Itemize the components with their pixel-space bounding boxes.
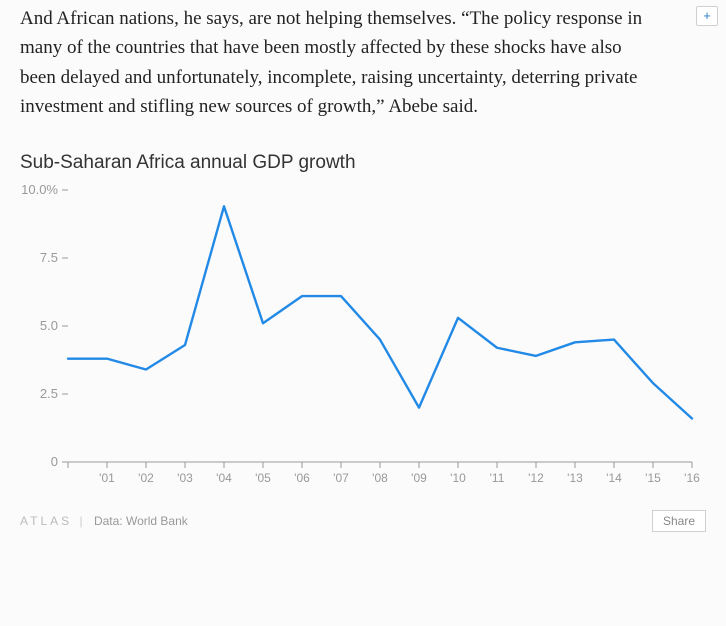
x-tick-label: '12 (528, 471, 544, 485)
footer-divider: | (79, 514, 82, 528)
x-tick-label: '06 (294, 471, 310, 485)
data-series-line (68, 206, 692, 418)
x-tick-label: '15 (645, 471, 661, 485)
article-paragraph: And African nations, he says, are not he… (0, 0, 680, 122)
x-tick-label: '14 (606, 471, 622, 485)
x-tick-label: '08 (372, 471, 388, 485)
share-button[interactable]: Share (652, 510, 706, 532)
x-tick-label: '01 (99, 471, 115, 485)
expand-plus-button[interactable]: + (696, 6, 718, 26)
x-tick-label: '13 (567, 471, 583, 485)
y-tick-label: 5.0 (40, 318, 58, 333)
atlas-brand: ATLAS (20, 514, 72, 528)
x-tick-label: '03 (177, 471, 193, 485)
source-name: World Bank (126, 514, 188, 528)
chart-attribution: ATLAS | Data: World Bank (20, 514, 188, 528)
x-tick-label: '05 (255, 471, 271, 485)
x-tick-label: '11 (490, 471, 505, 485)
chart-footer: ATLAS | Data: World Bank Share (20, 510, 706, 532)
x-tick-label: '10 (450, 471, 466, 485)
y-tick-label: 7.5 (40, 250, 58, 265)
chart-title: Sub-Saharan Africa annual GDP growth (20, 152, 706, 174)
x-tick-label: '02 (138, 471, 154, 485)
x-tick-label: '16 (684, 471, 700, 485)
chart-canvas: 0 2.5 5.0 7.5 10.0% '01 '02 '03 '04 '05 '06 '07 '08 '… (20, 182, 700, 502)
gdp-chart: Sub-Saharan Africa annual GDP growth 0 2.… (20, 152, 706, 532)
source-prefix: Data: (94, 514, 123, 528)
y-tick-label: 0 (51, 454, 58, 469)
x-tick-label: '09 (411, 471, 427, 485)
x-tick-label: '07 (333, 471, 349, 485)
x-tick-label: '04 (216, 471, 232, 485)
chart-source: Data: World Bank (94, 514, 188, 528)
y-tick-label: 10.0% (21, 182, 58, 197)
y-tick-label: 2.5 (40, 386, 58, 401)
